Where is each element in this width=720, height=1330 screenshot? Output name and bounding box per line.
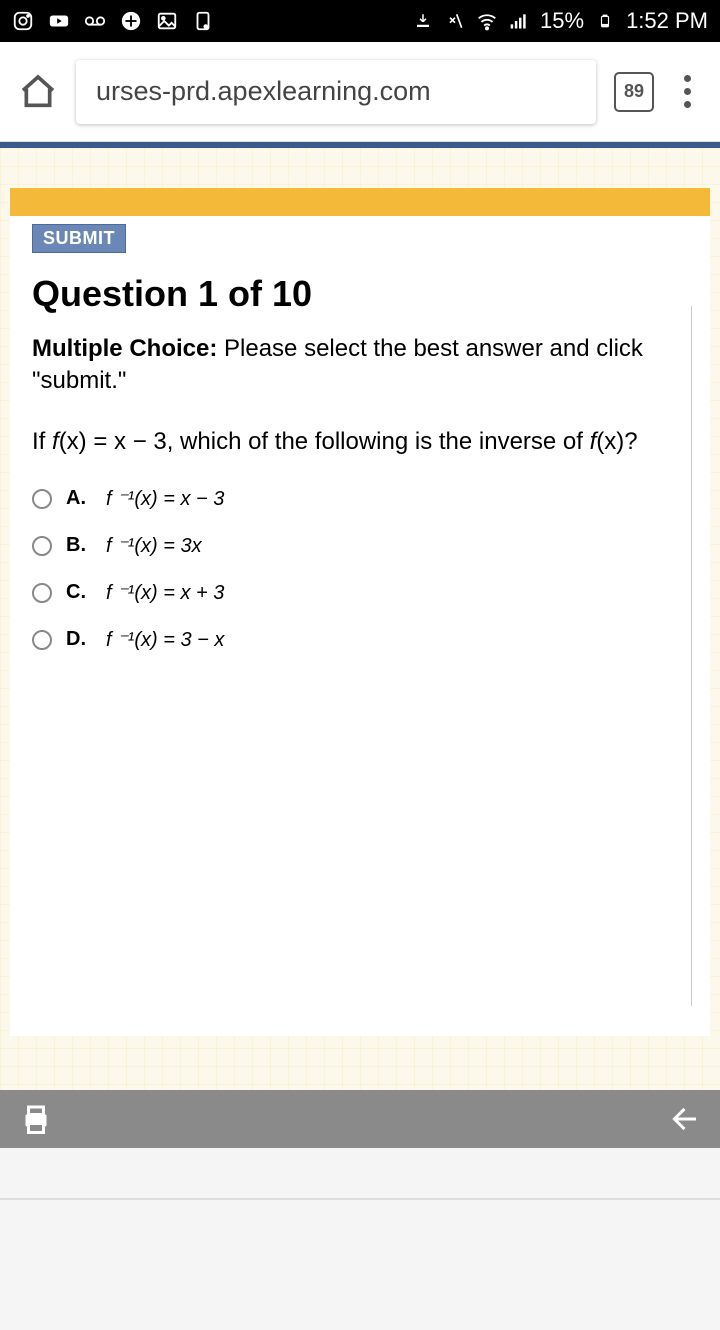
prompt-end: (x)?: [596, 428, 637, 455]
url-bar[interactable]: urses-prd.apexlearning.com: [76, 60, 596, 124]
divider: [691, 306, 692, 1006]
options-list: A. f ⁻¹(x) = x − 3 B. f ⁻¹(x) = 3x C. f …: [32, 486, 688, 652]
home-icon[interactable]: [18, 72, 58, 112]
submit-button[interactable]: SUBMIT: [32, 224, 126, 253]
option-text: f ⁻¹(x) = x − 3: [106, 486, 224, 511]
browser-toolbar: urses-prd.apexlearning.com 89: [0, 42, 720, 142]
option-letter: C.: [66, 581, 92, 604]
question-card: SUBMIT Question 1 of 10 Multiple Choice:…: [10, 216, 710, 1036]
status-left-icons: [12, 10, 214, 32]
page-background: SUBMIT Question 1 of 10 Multiple Choice:…: [0, 148, 720, 1148]
instagram-icon: [12, 10, 34, 32]
prompt-mid: (x) = x − 3, which of the following is t…: [59, 428, 590, 455]
prompt-prefix: If: [32, 428, 52, 455]
plus-icon: [120, 10, 142, 32]
option-b[interactable]: B. f ⁻¹(x) = 3x: [32, 533, 688, 558]
download-icon: [412, 10, 434, 32]
print-icon[interactable]: [18, 1101, 54, 1137]
status-bar: 15% 1:52 PM: [0, 0, 720, 42]
url-text: urses-prd.apexlearning.com: [96, 76, 431, 107]
option-text: f ⁻¹(x) = 3 − x: [106, 627, 224, 652]
wifi-icon: [476, 10, 498, 32]
bottom-divider: [0, 1198, 720, 1200]
signal-icon: [508, 10, 530, 32]
voicemail-icon: [84, 10, 106, 32]
device-icon: [192, 10, 214, 32]
question-title: Question 1 of 10: [32, 273, 688, 315]
option-letter: D.: [66, 628, 92, 651]
radio-icon[interactable]: [32, 583, 52, 603]
instruction-text: Multiple Choice: Please select the best …: [32, 333, 688, 398]
question-prompt: If f(x) = x − 3, which of the following …: [32, 426, 688, 458]
option-c[interactable]: C. f ⁻¹(x) = x + 3: [32, 580, 688, 605]
option-text: f ⁻¹(x) = 3x: [106, 533, 202, 558]
bottom-area: [0, 1198, 720, 1330]
card-header-bar: [10, 188, 710, 216]
back-arrow-icon[interactable]: [666, 1101, 702, 1137]
option-a[interactable]: A. f ⁻¹(x) = x − 3: [32, 486, 688, 511]
option-d[interactable]: D. f ⁻¹(x) = 3 − x: [32, 627, 688, 652]
radio-icon[interactable]: [32, 630, 52, 650]
menu-icon[interactable]: [672, 75, 702, 108]
battery-icon: [594, 10, 616, 32]
instruction-bold: Multiple Choice:: [32, 335, 217, 362]
option-text: f ⁻¹(x) = x + 3: [106, 580, 224, 605]
time-text: 1:52 PM: [626, 8, 708, 34]
radio-icon[interactable]: [32, 536, 52, 556]
prompt-fx: f: [52, 428, 59, 455]
radio-icon[interactable]: [32, 489, 52, 509]
footer-toolbar: [0, 1090, 720, 1148]
tab-count-value: 89: [624, 81, 644, 102]
option-letter: B.: [66, 534, 92, 557]
status-right: 15% 1:52 PM: [412, 8, 708, 34]
youtube-icon: [48, 10, 70, 32]
tab-count-button[interactable]: 89: [614, 72, 654, 112]
option-letter: A.: [66, 487, 92, 510]
mute-icon: [444, 10, 466, 32]
gallery-icon: [156, 10, 178, 32]
battery-text: 15%: [540, 8, 584, 34]
